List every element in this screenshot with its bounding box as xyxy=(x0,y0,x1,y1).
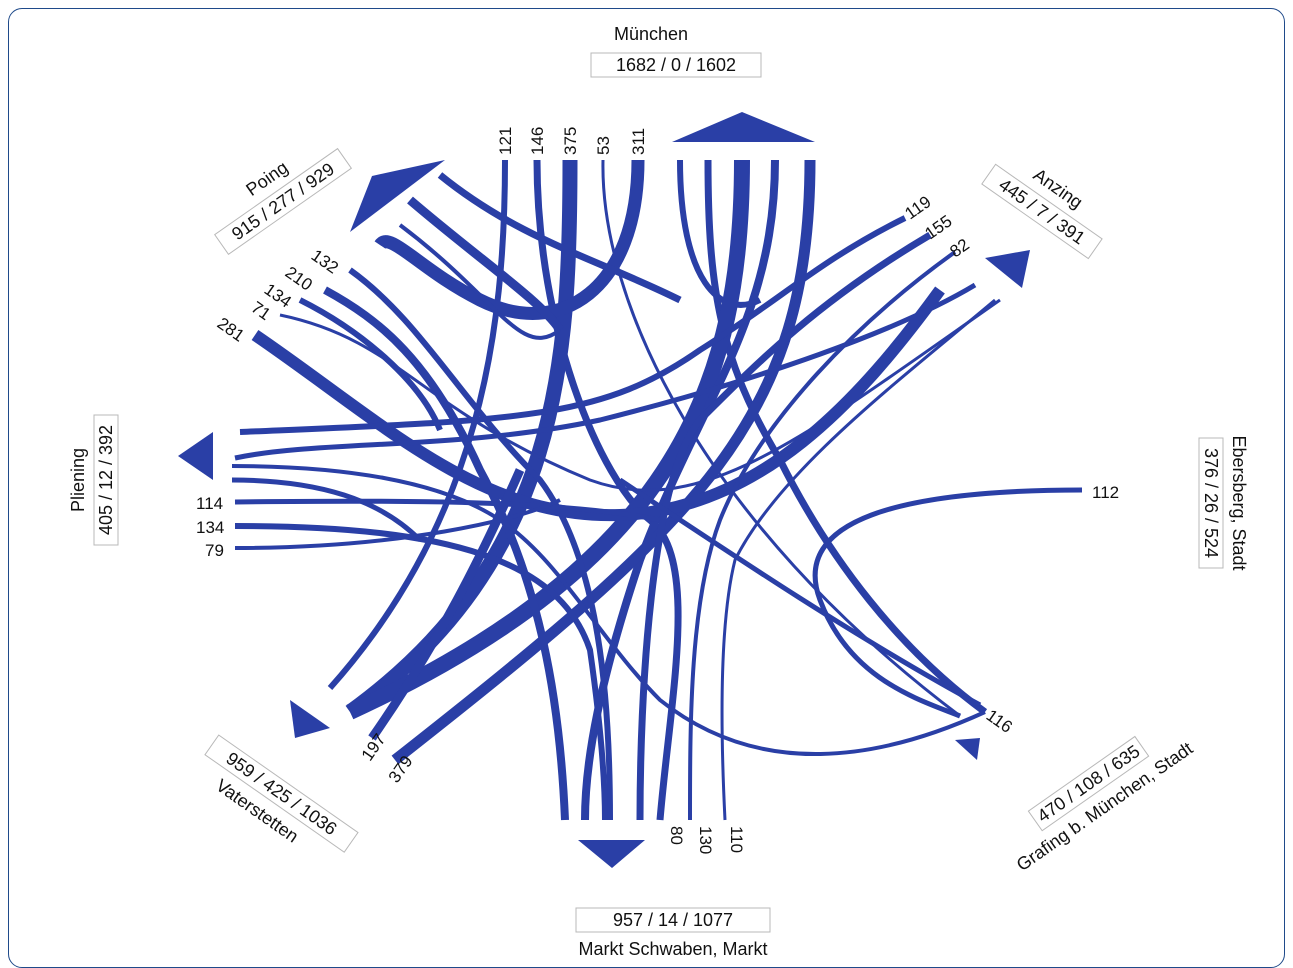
flow-label: 80 xyxy=(667,826,686,845)
arrow-vaterstetten xyxy=(290,700,330,738)
flow-in-poing-1 xyxy=(437,172,682,304)
flow-in-poing-3 xyxy=(398,223,562,340)
flow-in-muenchen-3 xyxy=(346,159,750,720)
node-stats-box xyxy=(1027,735,1150,832)
node-vaterstetten: 959 / 425 / 1036 Vaterstetten xyxy=(204,734,359,853)
flows xyxy=(231,159,1083,821)
arrow-muenchen xyxy=(672,112,815,142)
node-name: Pliening xyxy=(68,448,88,512)
flow-in-anzing-1 xyxy=(234,282,977,461)
flow-label: 134 xyxy=(196,518,224,537)
node-stats: 405 / 12 / 392 xyxy=(96,425,116,535)
flow-pliening-79 xyxy=(234,498,561,550)
node-pliening: Pliening 405 / 12 / 392 xyxy=(68,414,119,546)
flow-ebersberg-112 xyxy=(812,487,1083,719)
node-name: Markt Schwaben, Markt xyxy=(578,939,767,959)
arrow-schwaben xyxy=(578,840,645,868)
flow-anzing-119 xyxy=(239,215,907,435)
flow-label: 116 xyxy=(983,706,1016,737)
flow-in-anzing-2 xyxy=(720,298,996,821)
node-grafing: 470 / 108 / 635 Grafing b. München, Stad… xyxy=(1013,735,1196,875)
flow-in-muenchen-1 xyxy=(677,159,762,308)
node-muenchen: München 1682 / 0 / 1602 xyxy=(590,24,762,78)
flow-label: 79 xyxy=(205,541,224,560)
flow-label: 110 xyxy=(727,826,746,853)
node-name: München xyxy=(614,24,688,44)
flow-label: 53 xyxy=(594,136,613,155)
arrow-poing xyxy=(350,160,445,232)
arrowheads xyxy=(178,112,1030,868)
flow-label: 197 xyxy=(358,730,390,764)
flow-label: 114 xyxy=(196,494,223,513)
flow-label: 119 xyxy=(901,192,934,223)
flow-anzing-82 xyxy=(688,250,957,821)
node-ebersberg: Ebersberg, Stadt 376 / 26 / 524 xyxy=(1198,435,1249,571)
node-stats-box xyxy=(93,414,119,546)
arrow-pliening xyxy=(178,432,213,480)
node-stats: 957 / 14 / 1077 xyxy=(613,910,733,930)
node-stats: 376 / 26 / 524 xyxy=(1201,448,1221,558)
flow-label: 311 xyxy=(629,128,648,155)
node-stats-box xyxy=(214,147,353,256)
node-stats-box xyxy=(575,907,771,933)
node-stats-box xyxy=(204,734,359,853)
node-poing: Poing 915 / 277 / 929 xyxy=(214,147,353,256)
flow-pliening-134 xyxy=(234,523,608,821)
flow-label: 281 xyxy=(214,314,248,346)
flow-poing-132 xyxy=(348,267,613,821)
flow-label: 379 xyxy=(385,752,417,786)
node-stats-box xyxy=(1198,437,1224,569)
node-anzing: Anzing 445 / 7 / 391 xyxy=(981,163,1103,260)
node-schwaben: 957 / 14 / 1077 Markt Schwaben, Markt xyxy=(575,907,771,959)
flow-label: 132 xyxy=(308,246,342,278)
arrow-grafing xyxy=(955,738,980,760)
node-name: Ebersberg, Stadt xyxy=(1229,435,1249,570)
flow-label: 130 xyxy=(696,826,715,854)
arrow-anzing xyxy=(985,250,1030,288)
flow-in-muenchen-5 xyxy=(391,159,816,765)
flow-in-pliening-1 xyxy=(231,477,422,542)
flow-muenchen-53 xyxy=(601,159,961,718)
flow-muenchen-311 xyxy=(374,159,645,320)
flow-label: 146 xyxy=(528,127,547,155)
flow-muenchen-121 xyxy=(327,159,508,690)
flow-vaterstetten-197 xyxy=(368,468,525,741)
flow-in-poing-2 xyxy=(407,196,564,333)
flow-grafing-116 xyxy=(618,477,982,708)
node-stats-box xyxy=(981,163,1103,260)
flow-label: 112 xyxy=(1092,483,1119,502)
node-stats-box xyxy=(590,52,762,78)
node-stats: 1682 / 0 / 1602 xyxy=(616,55,736,75)
flow-label: 121 xyxy=(496,127,515,155)
flow-anzing-155 xyxy=(636,231,932,821)
flow-label: 375 xyxy=(561,127,580,155)
flow-in-pliening-2 xyxy=(231,464,986,756)
